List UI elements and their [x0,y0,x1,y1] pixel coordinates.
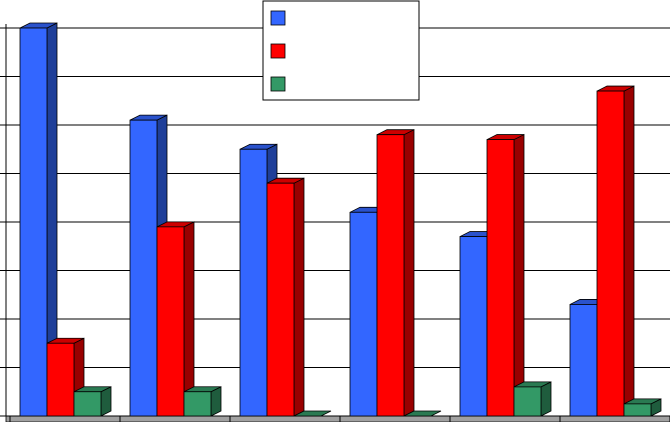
y-axis [0,24,670,422]
bar-side [183,221,195,417]
bar [513,381,552,417]
chart-floor [5,415,670,422]
bar-front [623,403,652,417]
bar [376,129,415,417]
bar-side [513,133,525,417]
legend-swatch [270,76,286,92]
bar [156,221,195,417]
bar-front [239,148,268,417]
legend [262,0,420,101]
bar-front [569,304,598,417]
bar [293,410,332,417]
bar [73,386,112,417]
legend-box [262,0,420,101]
bar-side [540,381,552,417]
bar-side [403,129,415,417]
bar-series-group [19,22,662,417]
bar-front [349,211,378,417]
legend-swatch [270,43,286,59]
floor-band [5,415,670,422]
bar-side [293,177,305,417]
bar-front [129,119,158,417]
bar-front [513,386,542,417]
bar [486,133,525,417]
bar [266,177,305,417]
bar [183,386,222,417]
bar-front [376,134,405,417]
bar-top [403,410,442,417]
gridlines [6,27,670,368]
bar-front [596,90,625,417]
bar [623,398,662,417]
bar-front [459,236,488,417]
bar-side [623,85,635,417]
legend-swatch [270,10,286,26]
bar [596,85,635,417]
bar-front [156,226,185,417]
bar-front [183,391,212,417]
bar-top [293,410,332,417]
bar-front [486,139,515,417]
bar [403,410,442,417]
bar-front [46,342,75,417]
bar-front [73,391,102,417]
bar-front [266,182,295,417]
bar-front [19,27,48,417]
